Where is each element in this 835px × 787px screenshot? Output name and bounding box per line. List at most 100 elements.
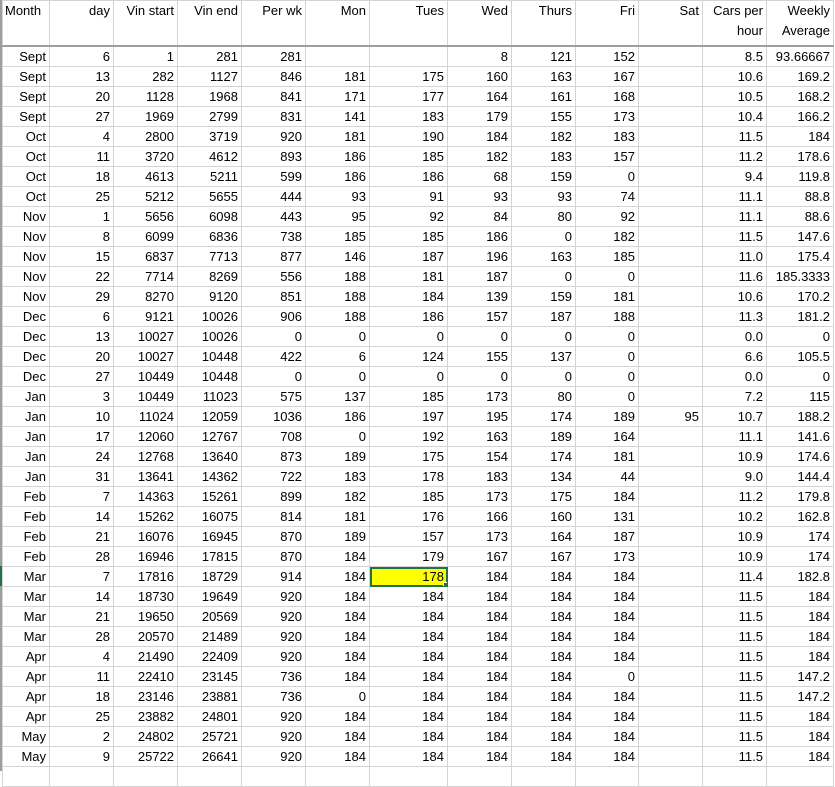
cell-mon[interactable]: 0 (305, 326, 370, 347)
cell-tues[interactable]: 187 (369, 246, 448, 267)
cell-per-wk[interactable]: 1036 (241, 406, 306, 427)
cell-sat[interactable] (638, 466, 703, 487)
cell-vin-start[interactable]: 10449 (113, 386, 178, 407)
cell-vin-end[interactable]: 10448 (177, 366, 242, 387)
cell-day[interactable]: 28 (49, 546, 114, 567)
cell-mon[interactable]: 184 (305, 666, 370, 687)
cell-per-wk[interactable]: 736 (241, 686, 306, 707)
cell-mon[interactable]: 188 (305, 306, 370, 327)
cell-mon[interactable]: 141 (305, 106, 370, 127)
cell-vin-start[interactable]: 8270 (113, 286, 178, 307)
cell-wed[interactable]: 184 (447, 626, 512, 647)
cell-mon[interactable]: 181 (305, 126, 370, 147)
cell-tues[interactable]: 92 (369, 206, 448, 227)
cell-day[interactable]: 24 (49, 446, 114, 467)
cell-day[interactable]: 4 (49, 646, 114, 667)
cell-vin-start[interactable]: 10027 (113, 326, 178, 347)
cell-sat[interactable] (638, 106, 703, 127)
cell-month[interactable]: Feb (2, 486, 50, 507)
cell-weekly-average[interactable]: 179.8 (766, 486, 834, 507)
cell-fri[interactable]: 157 (575, 146, 639, 167)
cell-vin-end[interactable]: 281 (177, 45, 242, 67)
cell-mon[interactable]: 6 (305, 346, 370, 367)
column-header-weekly-average[interactable]: Weekly Average (766, 0, 834, 47)
cell-thurs[interactable]: 174 (511, 446, 576, 467)
cell-wed[interactable]: 187 (447, 266, 512, 287)
cell-mon[interactable]: 0 (305, 366, 370, 387)
cell-thurs[interactable]: 175 (511, 486, 576, 507)
cell-sat[interactable] (638, 686, 703, 707)
cell-vin-start[interactable]: 16076 (113, 526, 178, 547)
cell-day[interactable]: 22 (49, 266, 114, 287)
cell-tues[interactable]: 183 (369, 106, 448, 127)
cell-fri[interactable]: 0 (575, 326, 639, 347)
cell-thurs[interactable]: 184 (511, 606, 576, 627)
cell-sat[interactable] (638, 166, 703, 187)
cell-cars-per-hour[interactable]: 11.5 (702, 646, 767, 667)
cell-tues[interactable]: 184 (369, 626, 448, 647)
empty-cell[interactable] (702, 766, 767, 787)
cell-sat[interactable] (638, 486, 703, 507)
cell-weekly-average[interactable]: 169.2 (766, 66, 834, 87)
cell-cars-per-hour[interactable]: 11.5 (702, 706, 767, 727)
cell-cars-per-hour[interactable]: 11.5 (702, 746, 767, 767)
cell-per-wk[interactable]: 870 (241, 546, 306, 567)
cell-thurs[interactable]: 161 (511, 86, 576, 107)
cell-vin-end[interactable]: 2799 (177, 106, 242, 127)
cell-tues[interactable]: 184 (369, 746, 448, 767)
cell-thurs[interactable]: 187 (511, 306, 576, 327)
cell-sat[interactable] (638, 426, 703, 447)
cell-day[interactable]: 7 (49, 566, 114, 587)
cell-month[interactable]: Nov (2, 206, 50, 227)
cell-per-wk[interactable]: 575 (241, 386, 306, 407)
cell-weekly-average[interactable]: 88.6 (766, 206, 834, 227)
cell-thurs[interactable]: 0 (511, 226, 576, 247)
cell-mon[interactable]: 184 (305, 626, 370, 647)
cell-thurs[interactable]: 183 (511, 146, 576, 167)
cell-wed[interactable]: 173 (447, 386, 512, 407)
cell-day[interactable]: 28 (49, 626, 114, 647)
cell-sat[interactable] (638, 146, 703, 167)
cell-vin-start[interactable]: 16946 (113, 546, 178, 567)
cell-wed[interactable]: 155 (447, 346, 512, 367)
cell-mon[interactable]: 184 (305, 546, 370, 567)
empty-cell[interactable] (113, 766, 178, 787)
cell-wed[interactable]: 184 (447, 586, 512, 607)
cell-tues[interactable]: 184 (369, 686, 448, 707)
cell-day[interactable]: 21 (49, 606, 114, 627)
cell-sat[interactable] (638, 746, 703, 767)
cell-per-wk[interactable]: 0 (241, 366, 306, 387)
cell-tues[interactable]: 178 (369, 466, 448, 487)
cell-per-wk[interactable]: 722 (241, 466, 306, 487)
cell-sat[interactable] (638, 586, 703, 607)
cell-per-wk[interactable]: 877 (241, 246, 306, 267)
cell-month[interactable]: Oct (2, 166, 50, 187)
cell-fri[interactable]: 0 (575, 266, 639, 287)
cell-fri[interactable]: 164 (575, 426, 639, 447)
column-header-sat[interactable]: Sat (638, 0, 703, 47)
cell-fri[interactable]: 44 (575, 466, 639, 487)
cell-month[interactable]: Dec (2, 346, 50, 367)
cell-cars-per-hour[interactable]: 10.5 (702, 86, 767, 107)
cell-weekly-average[interactable]: 147.2 (766, 666, 834, 687)
cell-per-wk[interactable]: 920 (241, 746, 306, 767)
cell-fri[interactable]: 183 (575, 126, 639, 147)
cell-cars-per-hour[interactable]: 11.0 (702, 246, 767, 267)
cell-per-wk[interactable]: 914 (241, 566, 306, 587)
cell-month[interactable]: Oct (2, 186, 50, 207)
cell-month[interactable]: Feb (2, 546, 50, 567)
cell-wed[interactable]: 184 (447, 686, 512, 707)
cell-wed[interactable]: 160 (447, 66, 512, 87)
cell-per-wk[interactable]: 920 (241, 726, 306, 747)
cell-day[interactable]: 10 (49, 406, 114, 427)
cell-sat[interactable] (638, 506, 703, 527)
cell-tues[interactable]: 179 (369, 546, 448, 567)
cell-tues[interactable]: 186 (369, 306, 448, 327)
cell-fri[interactable]: 184 (575, 746, 639, 767)
cell-wed[interactable]: 184 (447, 666, 512, 687)
cell-wed[interactable]: 8 (447, 45, 512, 67)
cell-day[interactable]: 13 (49, 66, 114, 87)
cell-vin-end[interactable]: 6836 (177, 226, 242, 247)
cell-vin-end[interactable]: 25721 (177, 726, 242, 747)
cell-weekly-average[interactable]: 184 (766, 126, 834, 147)
